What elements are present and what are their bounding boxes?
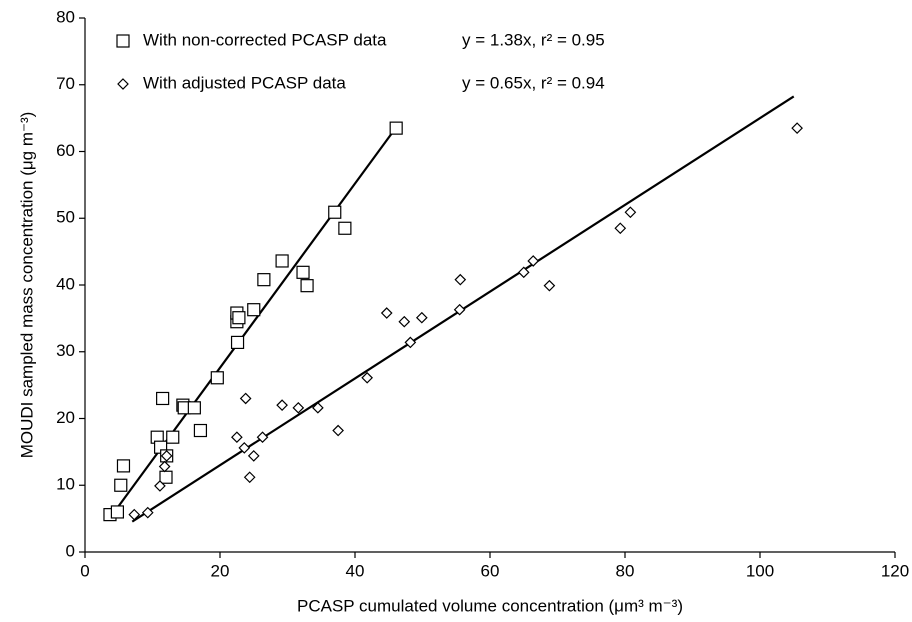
x-tick-label: 80 [616, 561, 635, 580]
equation-label: y = 1.38x, r² = 0.95 [462, 30, 605, 49]
diamond-marker [332, 424, 344, 437]
x-tick-label: 0 [80, 561, 89, 580]
square-marker [389, 121, 403, 135]
diamond-marker [276, 399, 288, 411]
y-tick-label: 10 [56, 475, 75, 494]
square-marker [300, 279, 314, 293]
diamond-marker [158, 460, 171, 473]
square-marker [116, 459, 131, 473]
square-marker [257, 273, 271, 287]
x-axis-label: PCASP cumulated volume concentration (μm… [297, 596, 683, 615]
diamond-marker [398, 315, 411, 328]
square-marker [328, 205, 342, 219]
diamond-marker [238, 442, 251, 454]
square-marker [110, 505, 125, 519]
x-tick-label: 100 [746, 561, 774, 580]
diamond-marker [160, 450, 173, 462]
diamond-marker [312, 401, 324, 414]
diamond-marker [128, 508, 141, 521]
diamond-marker [614, 222, 627, 235]
diamond-marker [117, 78, 129, 90]
y-tick-label: 40 [56, 274, 75, 293]
legend-label: With non-corrected PCASP data [143, 30, 387, 49]
diamond-marker [517, 266, 530, 279]
square-marker [247, 303, 261, 317]
square-marker [116, 34, 130, 48]
square-marker [159, 470, 173, 484]
diamond-marker [415, 311, 428, 324]
diamond-marker [543, 279, 556, 292]
square-marker [210, 371, 224, 385]
diamond-marker [243, 471, 256, 484]
square-marker [166, 430, 180, 444]
y-tick-label: 30 [56, 341, 75, 360]
diamond-marker [247, 450, 260, 462]
equation-label: y = 0.65x, r² = 0.94 [462, 73, 605, 92]
diamond-marker [141, 506, 154, 519]
diamond-marker [231, 431, 243, 444]
y-tick-label: 0 [66, 541, 75, 560]
square-marker [187, 401, 201, 415]
x-tick-label: 120 [881, 561, 909, 580]
square-marker [296, 265, 310, 279]
x-tick-label: 20 [211, 561, 230, 580]
square-marker [156, 391, 170, 406]
legend-label: With adjusted PCASP data [143, 73, 346, 92]
y-tick-label: 20 [56, 408, 75, 427]
x-tick-label: 60 [481, 561, 500, 580]
diamond-marker [239, 392, 252, 405]
square-marker [230, 335, 245, 350]
square-marker [193, 423, 208, 438]
x-tick-label: 40 [346, 561, 365, 580]
y-tick-label: 60 [56, 141, 75, 160]
y-tick-label: 50 [56, 208, 75, 227]
y-tick-label: 70 [56, 74, 75, 93]
diamond-marker [361, 371, 373, 384]
diamond-marker [404, 336, 417, 349]
diamond-marker [791, 122, 803, 134]
square-marker [114, 478, 128, 492]
y-tick-label: 80 [56, 7, 75, 26]
diamond-marker [256, 431, 269, 444]
diamond-marker [380, 307, 393, 319]
square-marker [338, 221, 352, 235]
square-marker [275, 254, 289, 268]
diamond-marker [624, 206, 637, 219]
square-marker [232, 311, 246, 325]
diamond-marker [292, 401, 305, 414]
diamond-marker [454, 273, 467, 286]
diamond-marker [527, 255, 540, 267]
diamond-marker [154, 480, 166, 492]
diamond-marker [453, 303, 466, 316]
y-axis-label: MOUDI sampled mass concentration (μg m⁻³… [17, 112, 36, 459]
